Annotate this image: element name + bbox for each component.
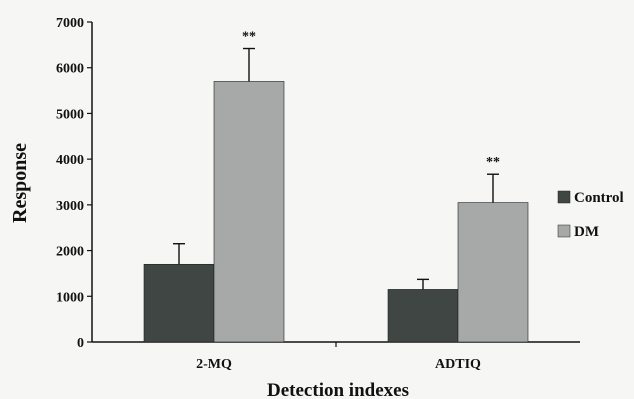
significance-annotations: ** **	[242, 30, 500, 171]
bar-control-adtiq	[387, 289, 459, 343]
significance-marker: **	[486, 155, 500, 170]
y-tick-label: 0	[77, 336, 84, 351]
y-tick-label: 6000	[56, 62, 84, 77]
bar-control-2-mq	[143, 263, 215, 343]
legend: Control DM	[557, 190, 624, 240]
y-tick-label: 2000	[56, 245, 84, 260]
error-bars	[173, 47, 499, 290]
y-tick-label: 3000	[56, 199, 84, 214]
x-axis: 2-MQ ADTIQ	[92, 341, 580, 372]
x-axis-title: Detection indexes	[267, 380, 409, 399]
x-tick-label: 2-MQ	[196, 357, 232, 372]
y-axis-title: Response	[9, 143, 31, 223]
y-tick-label: 1000	[56, 290, 84, 305]
bar-dm-adtiq	[457, 202, 529, 343]
bar-dm-2-mq	[213, 81, 285, 343]
x-tick-label: ADTIQ	[435, 357, 481, 372]
legend-label-dm: DM	[574, 224, 599, 240]
legend-label-control: Control	[574, 190, 624, 206]
significance-marker: **	[242, 30, 256, 45]
bars	[143, 81, 529, 343]
y-tick-label: 7000	[56, 16, 84, 31]
y-axis: 0 1000 2000 3000 4000 5000 6000 7000	[56, 16, 93, 351]
legend-swatch-dm	[557, 224, 571, 238]
y-tick-label: 5000	[56, 107, 84, 122]
y-tick-label: 4000	[56, 153, 84, 168]
legend-swatch-control	[557, 190, 571, 204]
